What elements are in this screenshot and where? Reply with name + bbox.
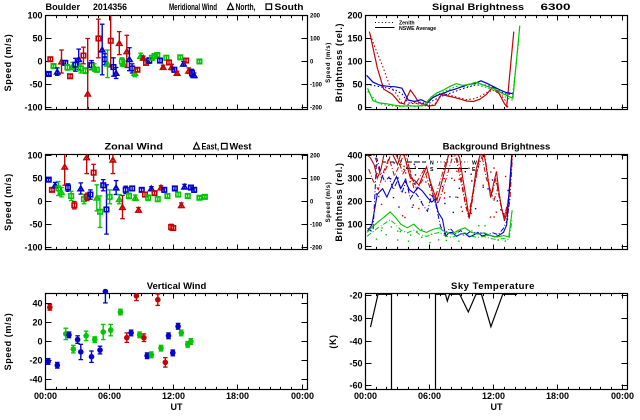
svg-text:-20: -20 [349, 291, 362, 301]
svg-text:-40: -40 [349, 337, 362, 347]
svg-text:06:00: 06:00 [98, 391, 121, 401]
svg-text:Boulder: Boulder [46, 2, 81, 13]
svg-text:Meridional Wind: Meridional Wind [169, 2, 217, 13]
svg-text:-100: -100 [24, 103, 42, 113]
svg-text:100: 100 [310, 177, 321, 183]
svg-text:200: 200 [310, 154, 321, 160]
svg-text:-100: -100 [310, 223, 323, 229]
svg-text:00:00: 00:00 [34, 391, 57, 401]
svg-text:-40: -40 [29, 375, 42, 385]
svg-text:North,: North, [236, 2, 256, 13]
svg-text:-50: -50 [29, 220, 42, 230]
svg-text:-200: -200 [310, 246, 323, 252]
svg-text:(K): (K) [328, 334, 338, 348]
svg-text:18:00: 18:00 [226, 391, 249, 401]
svg-text:200: 200 [310, 14, 321, 20]
svg-text:50: 50 [32, 174, 42, 184]
svg-text:West: West [230, 142, 253, 153]
svg-text:NSWE Average: NSWE Average [399, 26, 436, 32]
svg-text:100: 100 [310, 37, 321, 43]
svg-text:6300: 6300 [541, 2, 571, 13]
svg-text:40: 40 [32, 299, 42, 309]
svg-text:Vertical Wind: Vertical Wind [147, 281, 207, 292]
svg-text:0: 0 [37, 197, 42, 207]
svg-text:Z: Z [399, 160, 403, 166]
svg-text:0: 0 [357, 242, 362, 252]
svg-text:-30: -30 [349, 314, 362, 324]
svg-text:0: 0 [37, 337, 42, 347]
svg-text:400: 400 [347, 151, 362, 161]
svg-text:UT: UT [491, 402, 503, 412]
svg-text:200: 200 [347, 11, 362, 21]
svg-text:Zenith: Zenith [399, 21, 415, 27]
svg-text:-20: -20 [29, 356, 42, 366]
svg-text:00:00: 00:00 [611, 391, 634, 401]
svg-text:Brightness (rel.): Brightness (rel.) [334, 23, 344, 102]
svg-text:W: W [472, 160, 477, 166]
svg-text:-50: -50 [29, 80, 42, 90]
svg-text:Speed (m/s): Speed (m/s) [3, 173, 13, 231]
svg-text:300: 300 [347, 174, 362, 184]
svg-text:Signal Brightness: Signal Brightness [432, 2, 524, 13]
svg-text:50: 50 [352, 80, 362, 90]
svg-text:-100: -100 [310, 83, 323, 89]
svg-text:-50: -50 [349, 359, 362, 369]
svg-text:200: 200 [347, 197, 362, 207]
svg-text:100: 100 [347, 220, 362, 230]
svg-text:150: 150 [347, 34, 362, 44]
svg-text:Zonal Wind: Zonal Wind [105, 142, 164, 153]
svg-text:100: 100 [27, 151, 42, 161]
svg-text:South: South [275, 2, 304, 13]
svg-text:-60: -60 [349, 381, 362, 391]
svg-text:-100: -100 [24, 243, 42, 253]
svg-text:0: 0 [310, 60, 314, 66]
svg-text:Sky Temperature: Sky Temperature [451, 281, 535, 292]
svg-text:12:00: 12:00 [162, 391, 185, 401]
svg-text:100: 100 [347, 57, 362, 67]
svg-text:Speed (m/s): Speed (m/s) [3, 34, 13, 92]
svg-text:100: 100 [27, 11, 42, 21]
svg-text:E: E [472, 167, 476, 173]
svg-text:0: 0 [357, 103, 362, 113]
svg-text:S: S [430, 167, 434, 173]
svg-text:Background Brightness: Background Brightness [443, 142, 551, 153]
svg-text:06:00: 06:00 [418, 391, 441, 401]
svg-text:N: N [430, 160, 434, 166]
svg-text:12:00: 12:00 [482, 391, 505, 401]
svg-text:Speed (m/s): Speed (m/s) [326, 182, 332, 223]
svg-text:20: 20 [32, 318, 42, 328]
svg-text:00:00: 00:00 [291, 391, 314, 401]
svg-text:2014356: 2014356 [93, 2, 127, 13]
svg-text:0: 0 [37, 57, 42, 67]
svg-text:0: 0 [310, 200, 314, 206]
svg-text:-200: -200 [310, 106, 323, 112]
svg-text:00:00: 00:00 [354, 391, 377, 401]
svg-text:UT: UT [171, 402, 183, 412]
svg-text:Speed (m/s): Speed (m/s) [326, 42, 332, 83]
svg-text:Brightness (rel.): Brightness (rel.) [334, 162, 344, 241]
svg-text:East,: East, [202, 142, 220, 153]
svg-text:18:00: 18:00 [546, 391, 569, 401]
svg-text:Speed (m/s): Speed (m/s) [3, 313, 13, 371]
svg-text:50: 50 [32, 34, 42, 44]
